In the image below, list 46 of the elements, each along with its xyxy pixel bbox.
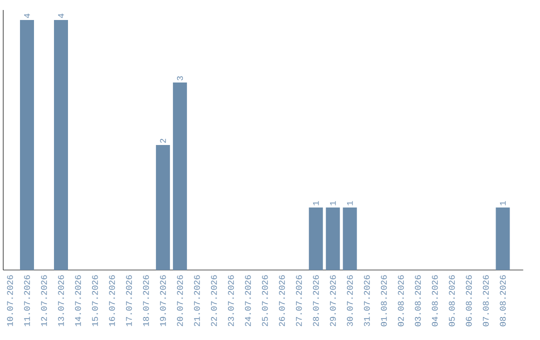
- x-tick-label: 26.07.2026: [278, 275, 285, 326]
- x-tick-label: 14.07.2026: [75, 275, 81, 326]
- data-label: 1: [330, 201, 336, 206]
- x-tick-label: 12.07.2026: [41, 275, 47, 326]
- x-tick-label: 18.07.2026: [143, 275, 149, 326]
- bar: [156, 145, 170, 270]
- x-tick-label: 24.07.2026: [244, 275, 251, 326]
- x-tick-label: 01.08.2026: [380, 275, 387, 326]
- data-label: 1: [313, 201, 319, 206]
- x-tick-label: 03.08.2026: [414, 275, 421, 326]
- bar: [496, 208, 510, 270]
- x-tick-label: 30.07.2026: [346, 275, 353, 326]
- x-tick-label: 13.07.2026: [58, 275, 64, 326]
- bar: [342, 208, 357, 270]
- x-tick-label: 10.07.2026: [7, 275, 13, 326]
- x-tick-label: 07.08.2026: [482, 275, 489, 326]
- data-label: 1: [500, 201, 506, 206]
- x-tick-label: 05.08.2026: [448, 275, 455, 326]
- data-label: 2: [160, 138, 166, 143]
- x-tick-label: 20.07.2026: [177, 275, 183, 326]
- data-label: 1: [347, 201, 353, 206]
- x-tick-label: 08.08.2026: [500, 275, 506, 326]
- bar: [308, 208, 323, 270]
- x-tick-label: 06.08.2026: [466, 275, 472, 326]
- x-tick-label: 11.07.2026: [24, 275, 30, 326]
- x-tick-label: 25.07.2026: [262, 275, 268, 326]
- x-tick-label: 29.07.2026: [330, 275, 336, 326]
- x-tick-label: 21.07.2026: [194, 275, 200, 326]
- x-tick-label: 27.07.2026: [296, 275, 302, 326]
- x-tick-label: 19.07.2026: [160, 275, 166, 326]
- bar: [326, 208, 340, 270]
- x-tick-label: 31.07.2026: [364, 275, 370, 326]
- x-tick-label: 23.07.2026: [228, 275, 234, 326]
- x-tick-label: 15.07.2026: [92, 275, 98, 326]
- x-tick-label: 16.07.2026: [109, 275, 115, 326]
- x-tick-label: 17.07.2026: [126, 275, 132, 326]
- bar: [172, 82, 187, 270]
- x-tick-label: 28.07.2026: [312, 275, 319, 326]
- x-tick-label: 04.08.2026: [432, 275, 438, 326]
- x-tick-label: 02.08.2026: [398, 275, 404, 326]
- x-tick-label: 22.07.2026: [210, 275, 217, 326]
- data-label: 3: [177, 76, 183, 80]
- data-label: 4: [24, 14, 30, 18]
- data-label: 4: [58, 14, 64, 18]
- bar: [20, 20, 34, 270]
- bar: [54, 20, 68, 270]
